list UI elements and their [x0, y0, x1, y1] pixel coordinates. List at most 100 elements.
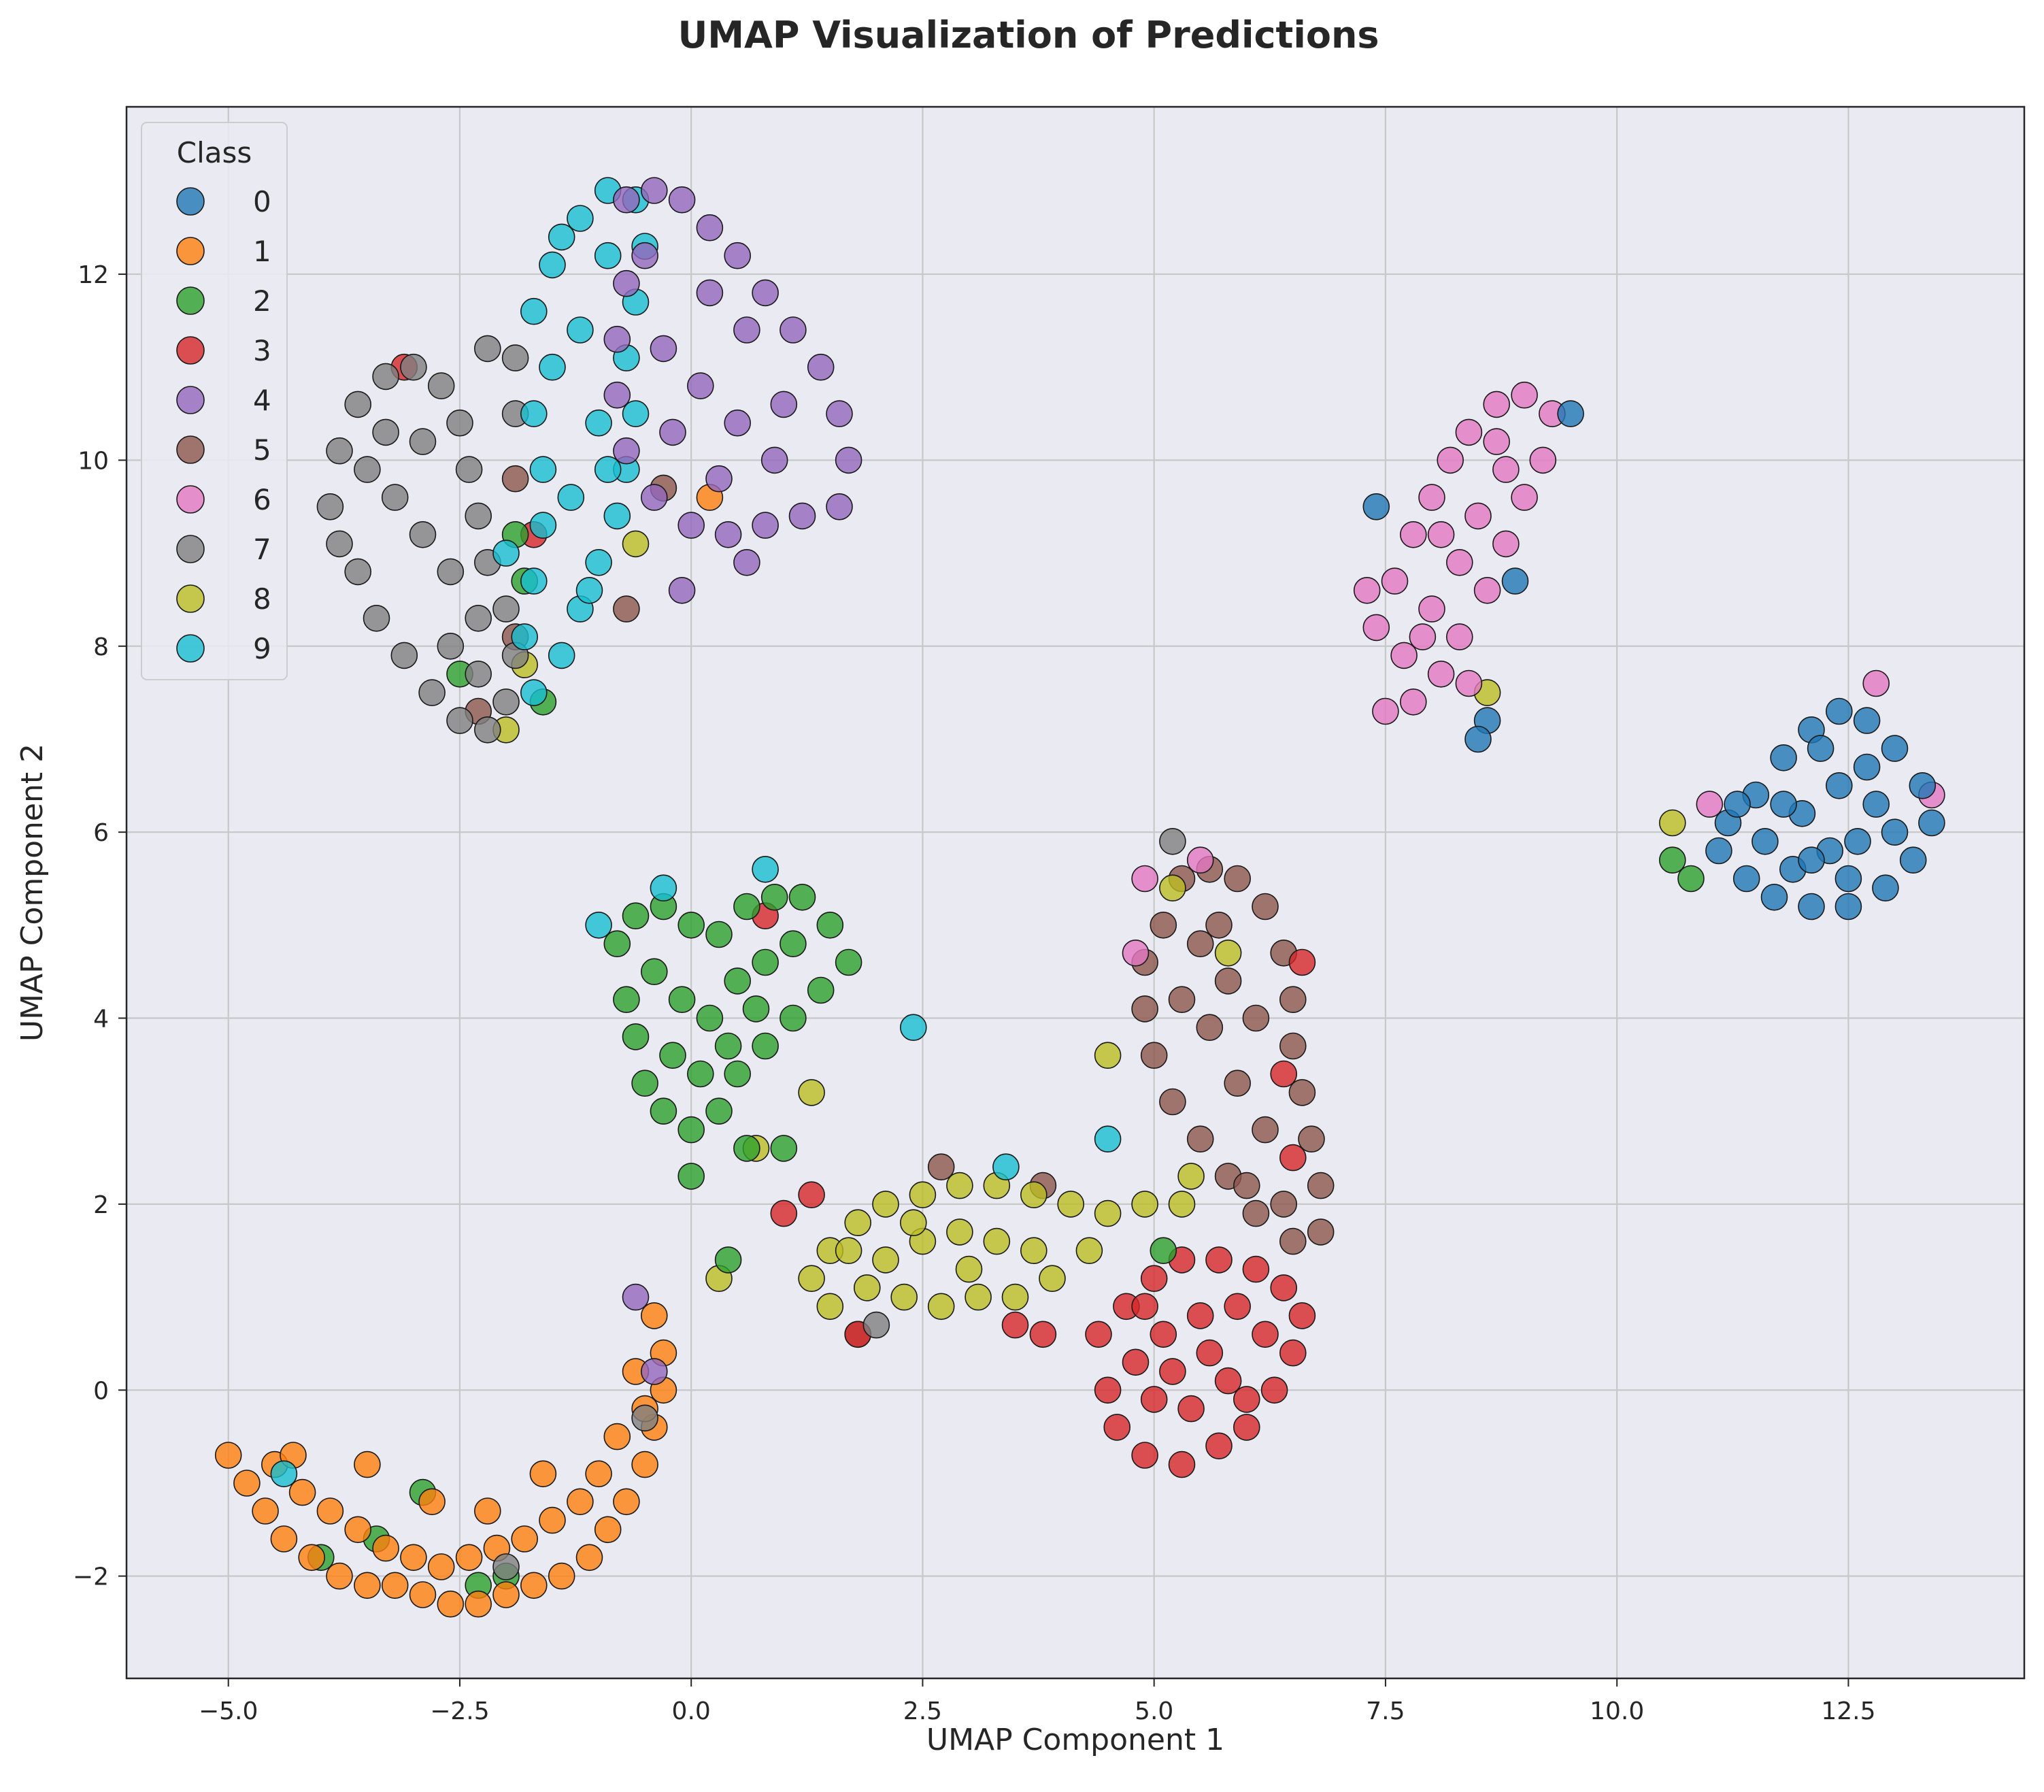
- class-2-point: [705, 920, 733, 948]
- class-8-point: [844, 1209, 871, 1236]
- class-4-point: [705, 465, 733, 493]
- class-4-point: [724, 242, 751, 269]
- class-4-point: [659, 418, 686, 446]
- y-tick-label: −2: [73, 1563, 109, 1591]
- class-3-point: [770, 1199, 798, 1227]
- class-7-point: [354, 456, 381, 483]
- class-1-point: [214, 1442, 242, 1469]
- class-8-point: [1168, 1191, 1196, 1218]
- class-4-point: [760, 446, 788, 474]
- class-7-point: [409, 520, 437, 548]
- class-9-point: [520, 297, 548, 325]
- class-0-point: [1770, 744, 1797, 771]
- class-2-point: [714, 1246, 742, 1274]
- class-0-point: [1853, 707, 1881, 734]
- class-7-point: [326, 530, 353, 558]
- x-tick-label: 10.0: [1590, 1697, 1644, 1725]
- legend-title: Class: [177, 136, 252, 169]
- class-3-point: [1242, 1255, 1270, 1283]
- class-7-point: [501, 344, 529, 371]
- class-3-point: [1279, 1144, 1307, 1172]
- y-tick-label: 6: [93, 819, 109, 847]
- class-5-point: [1252, 893, 1279, 920]
- class-9-point: [529, 512, 557, 539]
- x-axis-label: UMAP Component 1: [926, 1723, 1224, 1757]
- class-8-point: [872, 1246, 899, 1274]
- class-5-point: [1252, 1116, 1279, 1144]
- class-7-point: [344, 391, 372, 418]
- class-0-point: [1853, 753, 1881, 781]
- class-1-point: [372, 1534, 399, 1562]
- class-8-point: [1094, 1199, 1122, 1227]
- class-5-point: [1307, 1172, 1335, 1199]
- legend-label-class-5: 5: [253, 433, 271, 467]
- class-9-point: [270, 1460, 298, 1488]
- class-5-point: [1159, 1088, 1186, 1116]
- class-8-point: [1020, 1181, 1048, 1208]
- y-axis-label: UMAP Component 2: [15, 744, 50, 1042]
- class-3-point: [1233, 1414, 1260, 1441]
- class-2-point: [677, 912, 705, 939]
- class-5-point: [927, 1153, 955, 1180]
- class-8-point: [1131, 1191, 1158, 1218]
- class-7-point: [418, 679, 446, 706]
- class-0-point: [1826, 697, 1853, 725]
- class-3-point: [1288, 948, 1316, 976]
- class-1-point: [326, 1562, 353, 1590]
- class-8-point: [835, 1237, 862, 1264]
- class-1-point: [354, 1450, 381, 1478]
- class-7-point: [344, 558, 372, 586]
- class-4-point: [631, 242, 658, 269]
- class-9-point: [548, 642, 575, 669]
- class-2-point: [752, 948, 779, 976]
- class-7-point: [437, 558, 465, 586]
- class-4-point: [752, 279, 779, 307]
- legend-marker-class-4: [176, 386, 205, 414]
- class-9-point: [492, 540, 520, 567]
- class-4-point: [603, 325, 631, 353]
- class-8-point: [946, 1218, 973, 1246]
- class-1-point: [354, 1572, 381, 1599]
- class-9-point: [567, 205, 594, 232]
- class-6-point: [1464, 502, 1492, 530]
- class-0-point: [1752, 828, 1779, 855]
- class-1-point: [594, 1516, 622, 1544]
- class-5-point: [1214, 967, 1242, 995]
- class-1-point: [539, 1506, 566, 1534]
- class-2-point: [668, 986, 696, 1013]
- class-7-point: [390, 642, 418, 669]
- class-4-point: [733, 316, 760, 344]
- class-6-point: [1186, 846, 1214, 874]
- class-2-point: [742, 995, 770, 1023]
- class-4-point: [603, 381, 631, 409]
- class-0-point: [1872, 874, 1899, 901]
- class-5-point: [1233, 1172, 1260, 1199]
- class-6-point: [1409, 623, 1437, 650]
- class-9-point: [1094, 1125, 1122, 1152]
- legend-label-class-8: 8: [253, 582, 271, 616]
- class-4-point: [650, 335, 677, 363]
- class-9-point: [511, 623, 539, 650]
- class-3-point: [798, 1181, 825, 1208]
- class-2-point: [816, 912, 844, 939]
- y-axis-ticks: −2 0 2 4 6 8 10 12: [73, 261, 127, 1591]
- class-6-point: [1437, 446, 1464, 474]
- class-2-point: [733, 893, 760, 920]
- class-3-point: [1094, 1376, 1122, 1404]
- class-6-point: [1473, 576, 1501, 604]
- class-5-point: [1224, 865, 1251, 893]
- class-0-point: [1464, 725, 1492, 753]
- legend-label-class-2: 2: [253, 284, 271, 318]
- class-2-point: [788, 884, 816, 911]
- class-4-point: [613, 437, 640, 465]
- class-0-point: [1557, 400, 1584, 427]
- class-0-point: [1844, 828, 1871, 855]
- class-1-point: [233, 1470, 261, 1497]
- class-7-point: [400, 353, 427, 381]
- class-2-point: [1150, 1237, 1177, 1264]
- class-9-point: [900, 1014, 927, 1041]
- class-6-point: [1492, 530, 1520, 558]
- class-6-point: [1400, 520, 1427, 548]
- class-3-point: [1252, 1321, 1279, 1348]
- class-1-point: [437, 1590, 465, 1618]
